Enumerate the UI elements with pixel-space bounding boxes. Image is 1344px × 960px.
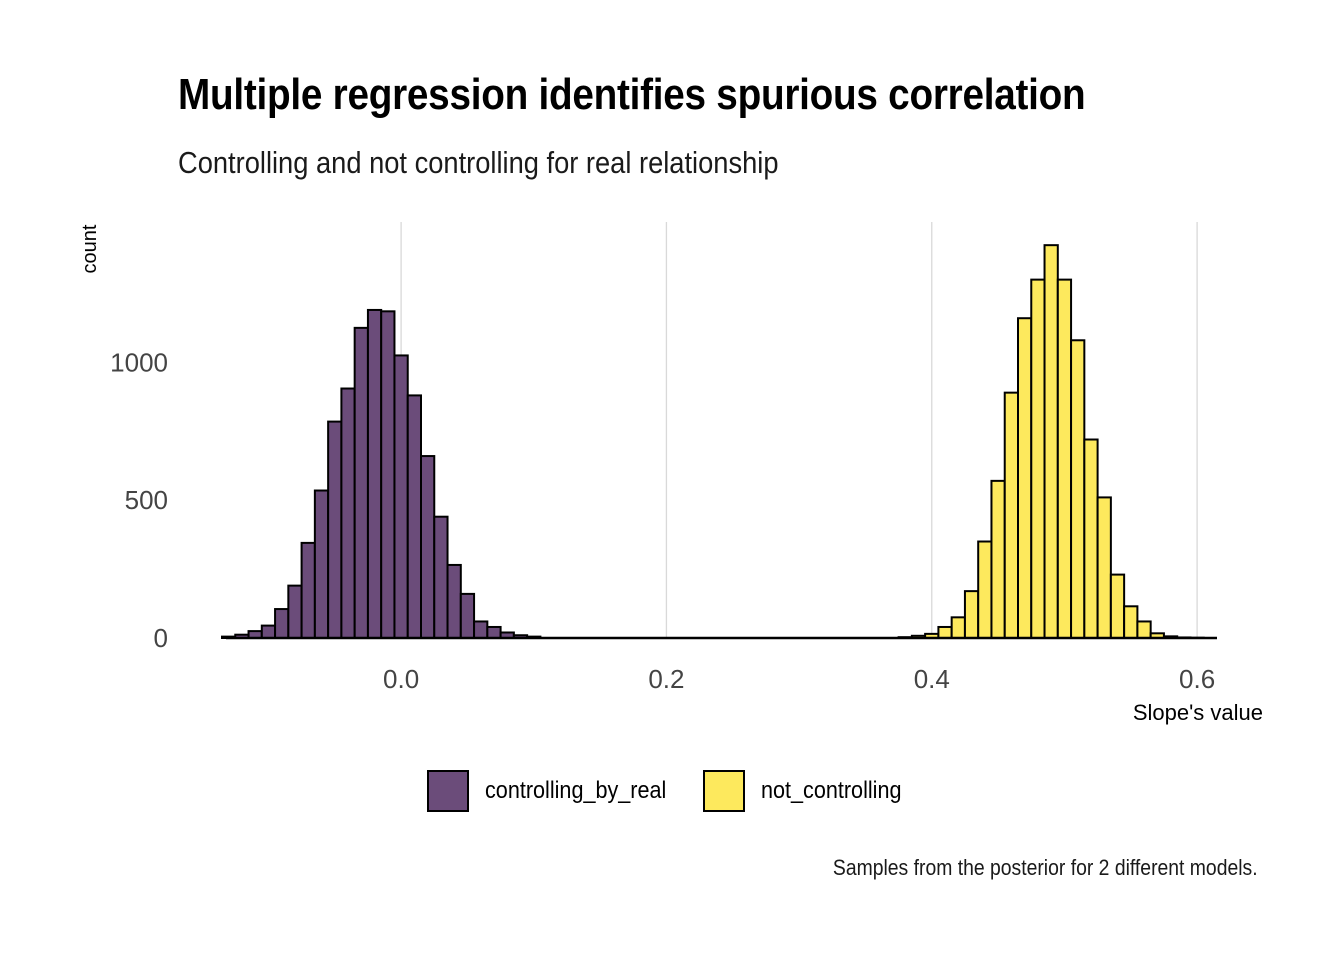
histogram-bar-not-controlling	[1096, 496, 1112, 639]
y-tick-label: 500	[125, 485, 168, 515]
histogram-bar-not-controlling	[1136, 620, 1152, 640]
histogram-bar-not-controlling	[1003, 391, 1020, 639]
histogram-bar-controlling-by-real	[420, 455, 436, 639]
histogram-bar-not-controlling	[990, 479, 1006, 639]
histogram-bar-controlling-by-real	[340, 387, 356, 639]
x-tick-label: 0.2	[648, 664, 684, 694]
histogram-bar-controlling-by-real	[406, 394, 423, 639]
histogram-bar-controlling-by-real	[287, 584, 303, 640]
chart-subtitle: Controlling and not controlling for real…	[178, 145, 779, 180]
y-tick-label: 1000	[110, 347, 168, 377]
y-tick-label: 0	[154, 623, 168, 653]
histogram-bar-not-controlling	[950, 616, 966, 640]
histogram-bar-not-controlling	[1109, 573, 1126, 640]
histogram-bar-not-controlling	[1043, 244, 1059, 639]
histogram-bar-not-controlling	[1123, 605, 1139, 640]
histogram-bar-controlling-by-real	[486, 625, 502, 639]
legend-swatch-controlling-by-real	[427, 770, 470, 812]
legend-label-not-controlling: not_controlling	[760, 777, 902, 804]
histogram-bar-controlling-by-real	[393, 354, 409, 639]
histogram-bar-controlling-by-real	[353, 326, 369, 639]
histogram-bar-controlling-by-real	[313, 489, 330, 639]
x-tick-label: 0.0	[383, 664, 419, 694]
x-axis-label: Slope's value	[1133, 700, 1263, 725]
histogram-bar-controlling-by-real	[260, 624, 277, 640]
x-tick-label: 0.4	[914, 664, 950, 694]
histogram-bar-not-controlling	[1030, 278, 1046, 639]
histogram-bar-controlling-by-real	[274, 608, 290, 640]
histogram-bar-not-controlling	[937, 625, 953, 639]
histogram-bar-controlling-by-real	[446, 563, 462, 639]
x-tick-label: 0.6	[1179, 664, 1215, 694]
y-axis-label: count	[79, 224, 101, 273]
legend-item-not-controlling: not_controlling	[702, 770, 917, 812]
histogram-bar-not-controlling	[1083, 438, 1099, 639]
histogram-bar-not-controlling	[1070, 339, 1086, 639]
histogram-bars	[221, 244, 1217, 640]
histogram-bar-controlling-by-real	[380, 310, 396, 639]
histogram-bar-controlling-by-real	[433, 515, 449, 639]
histogram-bar-not-controlling	[963, 590, 980, 639]
chart-caption: Samples from the posterior for 2 differe…	[833, 855, 1258, 880]
histogram-bar-controlling-by-real	[300, 541, 316, 640]
histogram-bar-controlling-by-real	[327, 420, 343, 640]
histogram-bar-not-controlling	[1056, 278, 1073, 639]
histogram-bar-controlling-by-real	[473, 620, 489, 640]
histogram-bar-controlling-by-real	[366, 308, 383, 639]
histogram-bar-controlling-by-real	[459, 592, 476, 640]
legend-item-controlling-by-real: controlling_by_real	[427, 770, 686, 812]
axes: 0.0 0.2 0.4 0.6 0 500 1000	[110, 347, 1215, 694]
chart-title: Multiple regression identifies spurious …	[178, 70, 1086, 119]
legend-swatch-not-controlling	[702, 770, 745, 812]
histogram-bar-not-controlling	[1017, 317, 1033, 639]
legend-label-controlling-by-real: controlling_by_real	[485, 777, 667, 804]
legend: controlling_by_real not_controlling	[0, 770, 1344, 812]
histogram-bar-not-controlling	[977, 540, 993, 639]
